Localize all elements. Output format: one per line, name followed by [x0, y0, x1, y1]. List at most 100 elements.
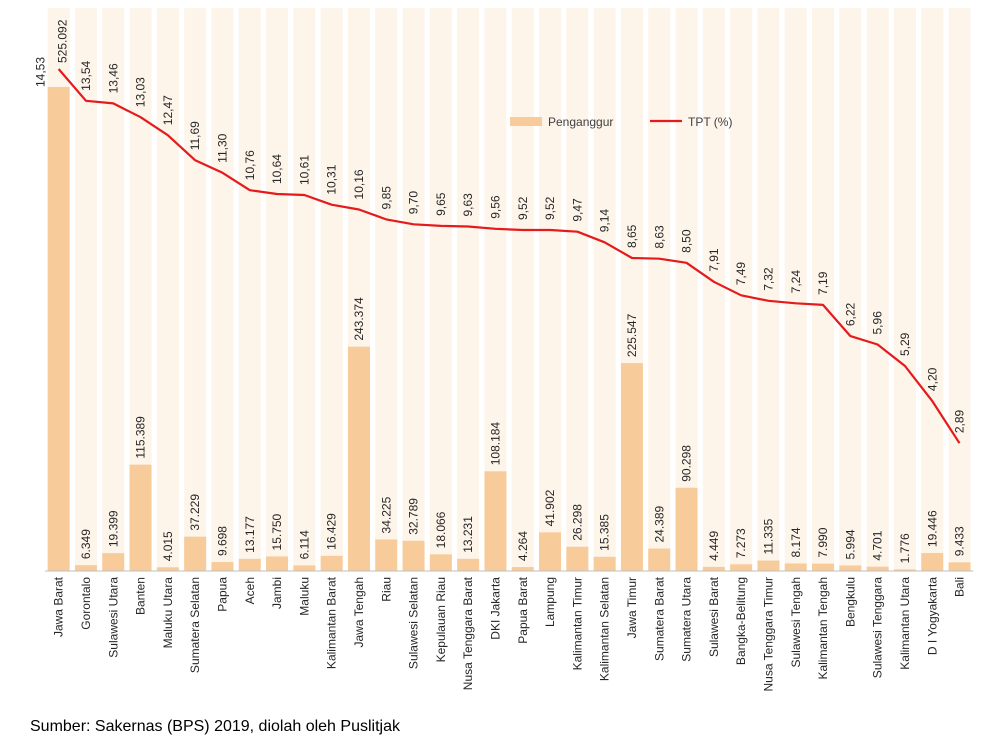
column-bg — [293, 8, 316, 571]
bar-value-label: 32.789 — [407, 498, 421, 535]
bar — [74, 565, 97, 571]
line-value-label: 10,64 — [270, 154, 284, 184]
line-value-label: 6,22 — [843, 302, 857, 326]
legend-swatch-penganggur — [510, 117, 542, 126]
column-bg — [211, 8, 234, 571]
bar-value-label: 1.776 — [898, 533, 912, 563]
category-label: Lampung — [543, 577, 557, 627]
bar — [784, 563, 807, 571]
bar — [347, 346, 370, 571]
line-value-label: 8,50 — [680, 229, 694, 253]
line-value-label: 9,52 — [516, 196, 530, 220]
category-label: Kepulauan Riau — [434, 577, 448, 662]
bar-value-label: 90.298 — [680, 445, 694, 482]
line-value-label: 10,76 — [243, 150, 257, 180]
category-label: Sumatera Barat — [652, 576, 666, 661]
category-label: Kalimantan Utara — [898, 577, 912, 670]
line-value-label: 13,46 — [106, 63, 120, 93]
column-bg — [948, 8, 971, 571]
category-label: Kalimantan Timur — [570, 577, 584, 670]
bar — [402, 540, 425, 571]
bar-data-labels: 525.092 6.349 19.399 115.389 4.015 37.229 9.69… — [56, 19, 967, 563]
bar — [620, 363, 643, 571]
bar-value-label: 16.429 — [325, 513, 339, 550]
bar-value-label: 4.015 — [161, 531, 175, 561]
line-value-label: 10,61 — [297, 155, 311, 185]
bar — [320, 555, 343, 571]
line-value-label: 9,56 — [488, 195, 502, 219]
bar — [675, 487, 698, 571]
bar-value-label: 108.184 — [488, 422, 502, 466]
bar-value-label: 9.433 — [953, 526, 967, 556]
bar — [211, 562, 234, 571]
column-bg — [375, 8, 398, 571]
bar — [293, 565, 316, 571]
line-value-label: 13,03 — [134, 77, 148, 107]
column-bg — [457, 8, 480, 571]
bar-value-label: 13.177 — [243, 516, 257, 553]
column-bg — [102, 8, 125, 571]
bar-value-label: 8.174 — [789, 527, 803, 557]
bar — [429, 554, 452, 571]
line-value-label: 7,91 — [707, 248, 721, 272]
column-bg — [893, 8, 916, 571]
bar — [457, 558, 480, 571]
bar — [266, 556, 289, 571]
category-label: Sumatera Selatan — [188, 577, 202, 673]
bar — [866, 566, 889, 571]
bar — [156, 567, 179, 571]
bar-value-label: 15.750 — [270, 513, 284, 550]
category-label: Papua Barat — [516, 576, 530, 643]
category-label: Bangka-Belitung — [734, 577, 748, 665]
line-value-label: 12,47 — [161, 95, 175, 125]
bar — [238, 558, 261, 571]
bar-value-label: 24.389 — [652, 505, 666, 542]
category-label: Sulawesi Tenggara — [871, 577, 885, 679]
bar-value-label: 13.231 — [461, 516, 475, 553]
column-bg — [238, 8, 261, 571]
bar — [511, 567, 534, 571]
category-label: Jawa Barat — [52, 576, 66, 637]
bar — [812, 563, 835, 571]
line-value-label: 10,16 — [352, 169, 366, 199]
category-label: Nusa Tenggara Barat — [461, 576, 475, 690]
category-label: Kalimantan Selatan — [598, 577, 612, 681]
column-bg — [648, 8, 671, 571]
bar-value-label: 41.902 — [543, 489, 557, 526]
line-value-label: 13,54 — [79, 60, 93, 90]
bar-value-label: 243.374 — [352, 297, 366, 341]
bar-value-label: 19.446 — [925, 510, 939, 547]
bar — [921, 553, 944, 571]
legend-label-tpt: TPT (%) — [688, 115, 732, 129]
line-value-label: 9,85 — [379, 186, 393, 210]
line-value-label: 14,53 — [34, 57, 48, 87]
line-value-label: 7,19 — [816, 271, 830, 295]
column-backgrounds — [47, 8, 971, 571]
line-value-label: 9,63 — [461, 193, 475, 217]
bar — [757, 560, 780, 571]
line-value-label: 7,32 — [761, 267, 775, 291]
line-value-label: 9,52 — [543, 196, 557, 220]
column-bg — [320, 8, 343, 571]
bar — [839, 565, 862, 571]
bar — [129, 464, 152, 571]
bar-value-label: 5.994 — [843, 529, 857, 559]
category-label: Sulawesi Barat — [707, 576, 721, 657]
column-bg — [921, 8, 944, 571]
column-bg — [511, 8, 534, 571]
bar-value-label: 4.701 — [871, 530, 885, 560]
line-value-label: 9,65 — [434, 192, 448, 216]
category-label: Papua — [215, 577, 229, 612]
category-label: Riau — [379, 577, 393, 602]
column-bg — [702, 8, 725, 571]
bar — [184, 536, 207, 571]
category-label: DKI Jakarta — [488, 577, 502, 640]
line-value-label: 9,47 — [570, 198, 584, 222]
column-bg — [539, 8, 562, 571]
category-label: Kalimantan Tengah — [816, 577, 830, 680]
column-bg — [266, 8, 289, 571]
bar — [47, 87, 70, 571]
column-bg — [812, 8, 835, 571]
category-label: Jawa Timur — [625, 577, 639, 638]
bar — [702, 566, 725, 571]
